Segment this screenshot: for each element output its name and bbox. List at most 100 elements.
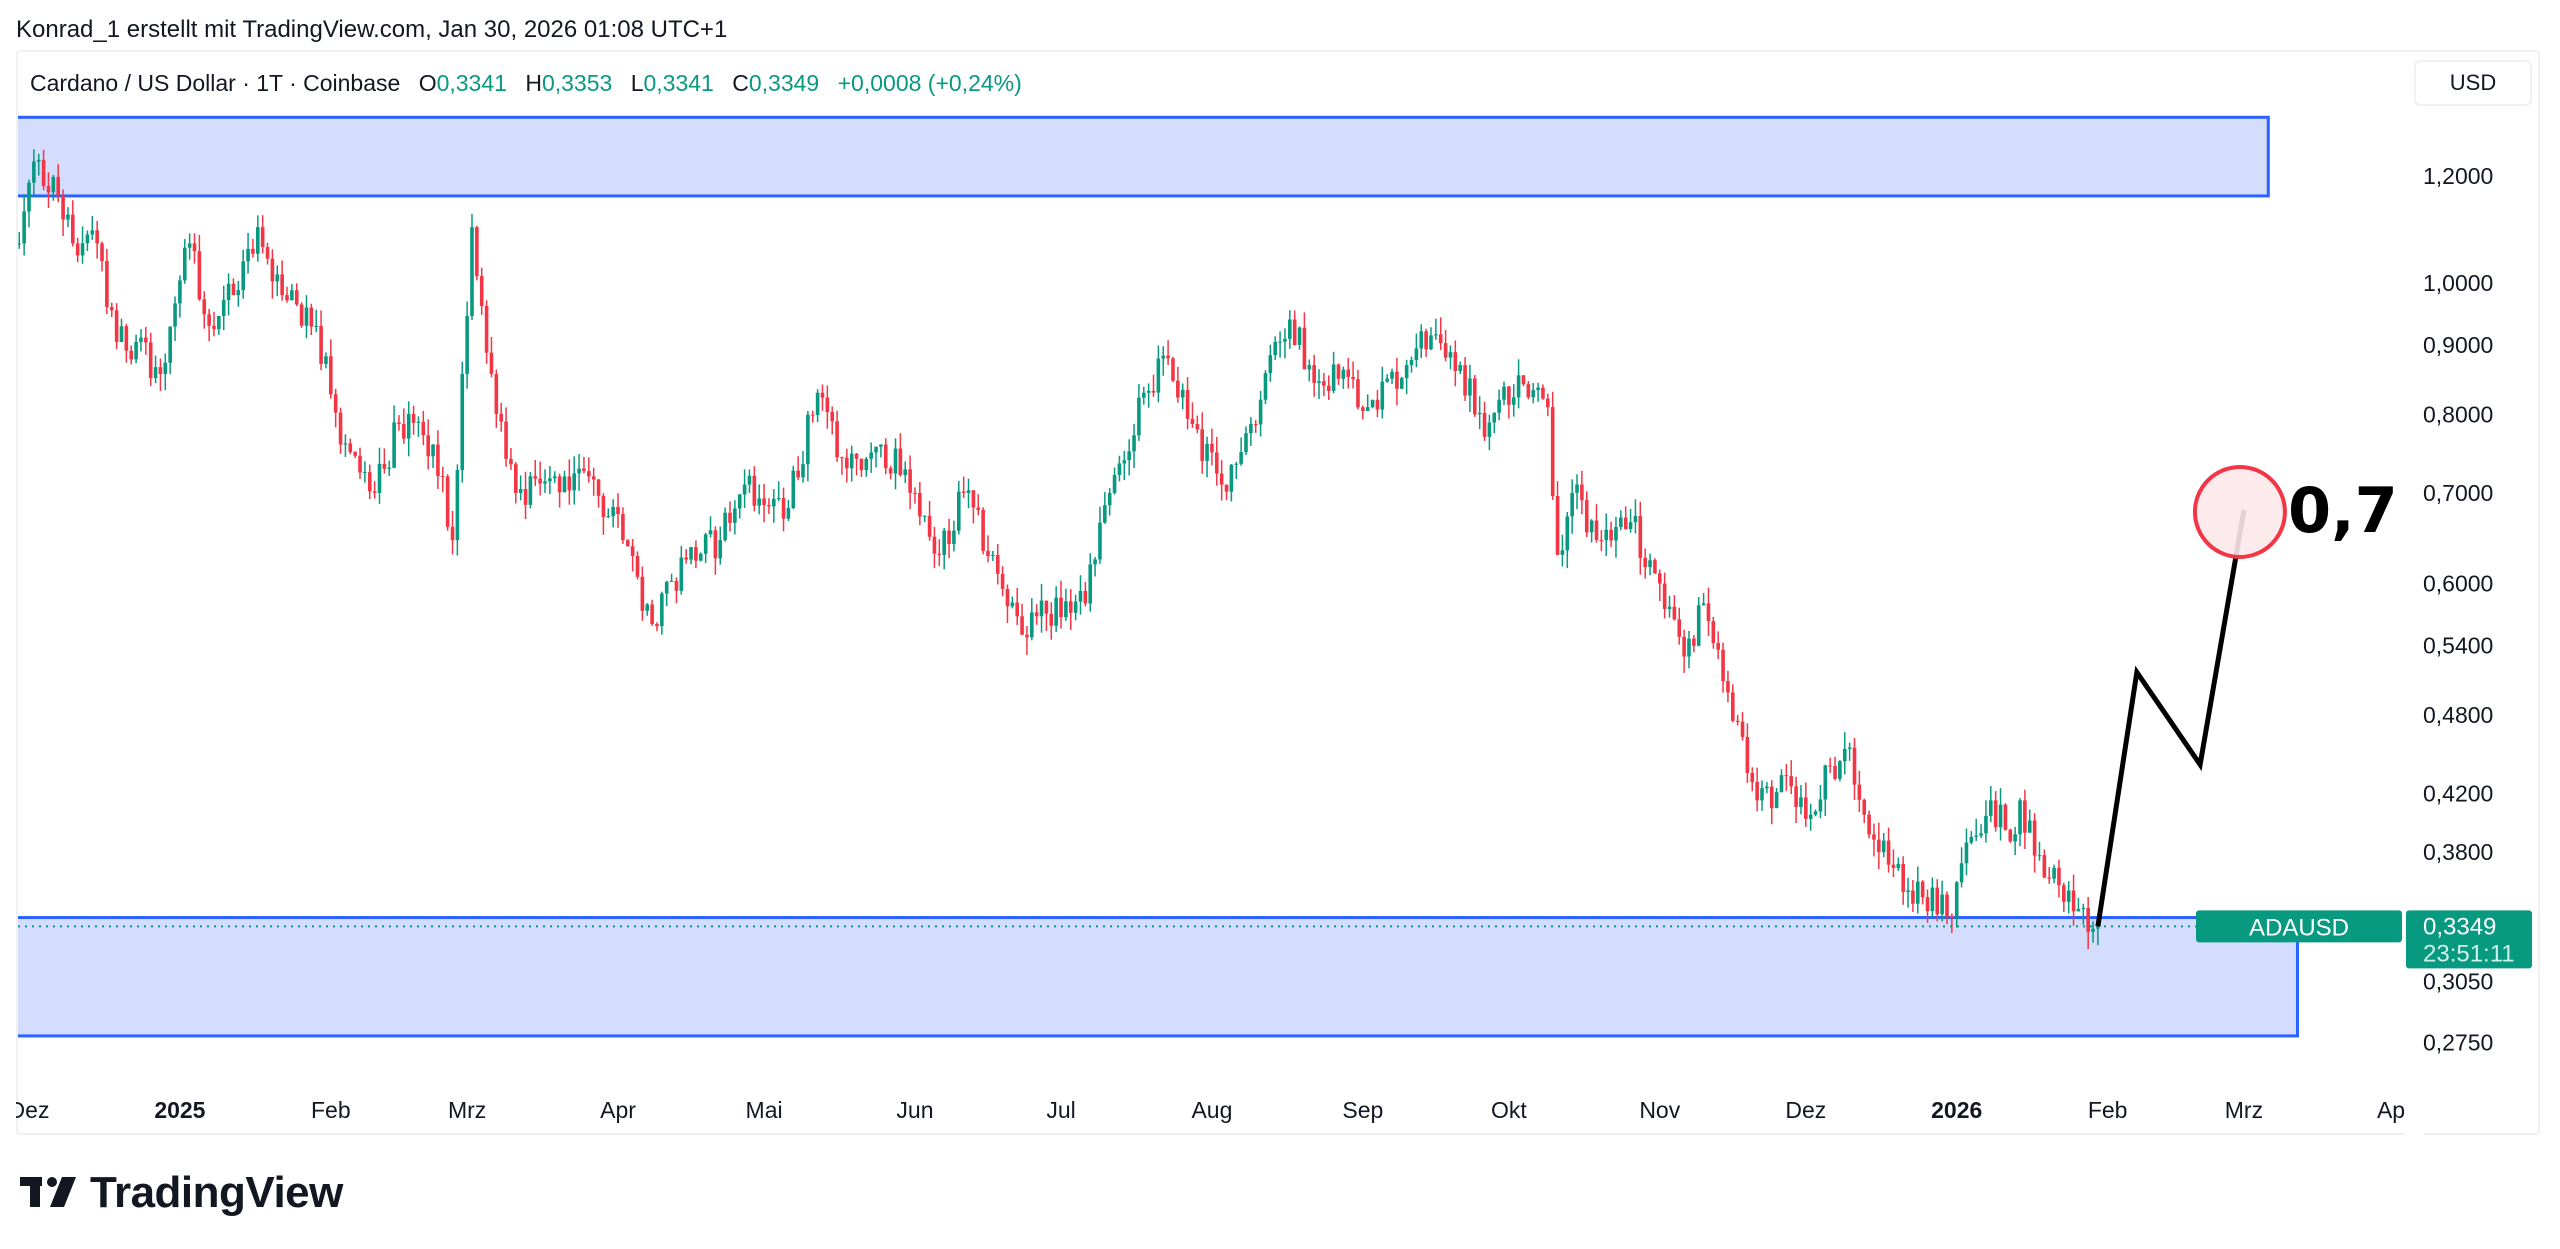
candle-body — [2057, 867, 2061, 886]
candle-body — [1940, 894, 1944, 915]
candle-body — [1083, 590, 1088, 604]
candle-body — [509, 458, 513, 465]
candle-body — [2076, 908, 2081, 912]
candle-body — [1176, 380, 1180, 398]
time-tick-label: Mrz — [2225, 1097, 2263, 1123]
candle-body — [1039, 600, 1044, 617]
candle-body — [1419, 331, 1424, 349]
candle-body — [1507, 386, 1511, 405]
candle-body — [908, 469, 912, 493]
candle-body — [1911, 890, 1915, 904]
candle-body — [2003, 804, 2008, 830]
candle-body — [265, 247, 270, 259]
candle-body — [674, 580, 679, 591]
candle-body — [1132, 435, 1136, 452]
candle-body — [109, 307, 114, 311]
candle-body — [1901, 863, 1905, 892]
tradingview-logo[interactable]: TradingView — [20, 1168, 343, 1218]
candle-body — [290, 290, 294, 301]
candle-body — [1993, 800, 1998, 828]
candle-body — [494, 373, 499, 414]
candle-body — [1638, 515, 1643, 558]
candle-body — [1964, 842, 1969, 864]
candle-body — [304, 307, 309, 326]
candle-body — [1370, 399, 1375, 408]
support-zone — [18, 916, 2299, 1038]
candle-body — [1813, 811, 1818, 815]
candle-body — [1463, 365, 1467, 396]
candle-body — [1190, 418, 1195, 425]
candle-body — [1482, 412, 1487, 437]
currency-button[interactable]: USD — [2414, 60, 2532, 106]
candle-body — [1862, 799, 1867, 815]
candle-body — [966, 490, 971, 493]
candle-body — [236, 290, 241, 296]
candle-body — [1726, 681, 1730, 693]
price-axis[interactable]: 1,2000 1,0000 0,9000 0,8000 0,7000 0,6000 0,54… — [2423, 163, 2493, 1055]
candle-body — [2066, 890, 2071, 902]
candle-body — [270, 258, 275, 282]
candle-body — [1765, 786, 1769, 789]
symbol-title[interactable]: Cardano / US Dollar · 1T · Coinbase — [30, 70, 401, 96]
candle-body — [1959, 863, 1964, 883]
candle-body — [1239, 452, 1243, 464]
candle-body — [2013, 834, 2017, 842]
chart-frame — [16, 50, 2540, 1135]
price-tick-label: 1,2000 — [2423, 163, 2493, 189]
candle-body — [168, 326, 172, 363]
candle-body — [1307, 365, 1312, 370]
candle-body — [338, 412, 343, 445]
candle-body — [1214, 452, 1219, 474]
candle-body — [1336, 364, 1341, 379]
candle-body — [971, 490, 976, 508]
candle-body — [1589, 520, 1594, 533]
candle-body — [105, 260, 109, 308]
candle-body — [22, 211, 26, 244]
candle-body — [747, 475, 752, 485]
candle-body — [1682, 636, 1686, 657]
candle-body — [392, 422, 396, 468]
candle-body — [1438, 334, 1443, 344]
candle-body — [314, 325, 319, 327]
candle-body — [1030, 612, 1034, 638]
candle-body — [489, 352, 494, 374]
candle-body — [241, 261, 245, 291]
candle-body — [1000, 573, 1005, 589]
time-axis[interactable]: Dez 2025 Feb Mrz Apr Mai Jun Jul Aug Sep Okt Nov Dez… — [0, 1080, 2424, 1140]
candle-body — [781, 498, 786, 519]
candle-body — [669, 580, 674, 582]
candle-body — [1468, 378, 1472, 396]
candle-body — [66, 214, 70, 220]
candle-body — [543, 481, 547, 484]
price-tick-label: 0,6000 — [2423, 571, 2493, 597]
candle-body — [1302, 327, 1307, 370]
candle-body — [1117, 463, 1122, 475]
time-tick-label: Mai — [746, 1097, 783, 1123]
candle-body — [810, 414, 815, 416]
price-tick-label: 0,2750 — [2423, 1029, 2493, 1055]
candle-body — [1555, 495, 1560, 555]
candle-body — [660, 593, 664, 627]
candle-body — [348, 443, 353, 452]
candle-body — [1648, 560, 1652, 568]
candle-body — [1375, 399, 1380, 410]
candle-body — [1049, 613, 1054, 626]
candle-body — [153, 367, 158, 379]
candle-body — [898, 448, 903, 476]
candle-body — [114, 310, 119, 342]
price-tick-label: 1,0000 — [2423, 270, 2493, 296]
tradingview-logo-text: TradingView — [90, 1168, 343, 1217]
candle-body — [2047, 877, 2052, 879]
candle-body — [538, 478, 542, 484]
candle-body — [2032, 820, 2037, 856]
candle-body — [684, 557, 688, 560]
symbol-legend: Cardano / US Dollar · 1T · Coinbase O0,3… — [30, 70, 1026, 97]
candle-body — [75, 243, 80, 256]
candle-body — [1263, 373, 1268, 400]
candle-body — [1906, 890, 1910, 892]
candle-body — [1662, 583, 1667, 610]
candle-body — [1643, 557, 1647, 568]
candle-body — [1434, 334, 1438, 336]
candle-body — [246, 248, 250, 262]
